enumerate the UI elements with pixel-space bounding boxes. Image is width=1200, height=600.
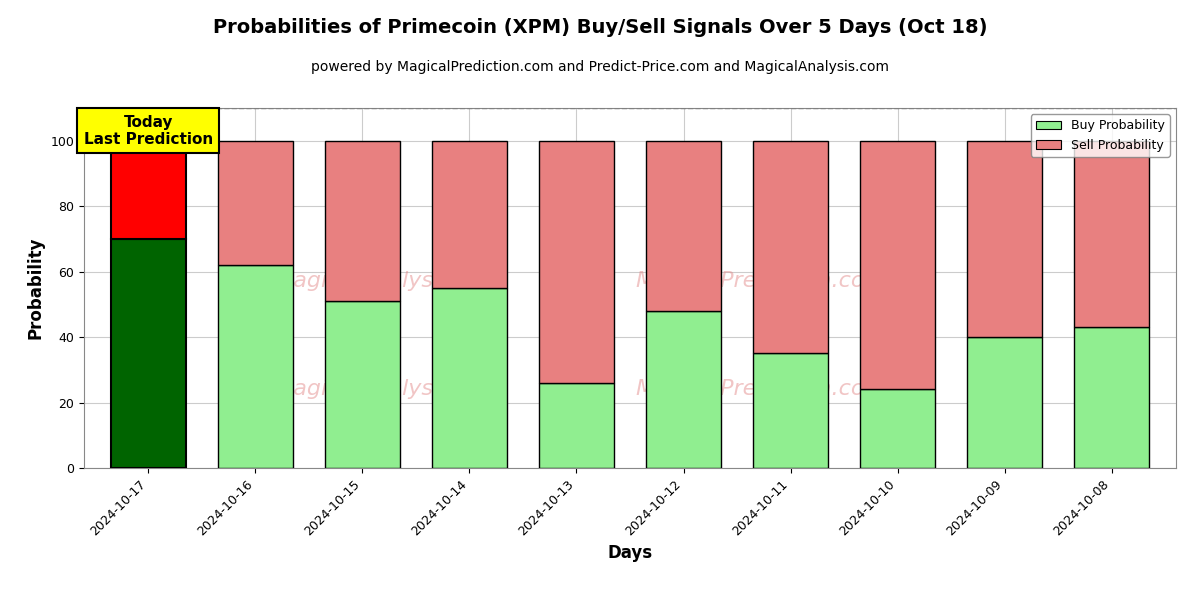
Bar — [754, 353, 828, 468]
Bar — [860, 389, 935, 468]
X-axis label: Days: Days — [607, 544, 653, 562]
Bar — [1074, 141, 1150, 327]
Bar — [646, 141, 721, 311]
Bar — [860, 141, 935, 389]
Text: MagicalAnalysis.com: MagicalAnalysis.com — [274, 379, 505, 399]
Text: MagicalPrediction.com: MagicalPrediction.com — [636, 379, 887, 399]
Bar — [967, 141, 1042, 337]
Text: MagicalPrediction.com: MagicalPrediction.com — [636, 271, 887, 291]
Bar — [646, 311, 721, 468]
Bar — [967, 337, 1042, 468]
Text: MagicalAnalysis.com: MagicalAnalysis.com — [274, 271, 505, 291]
Text: Today
Last Prediction: Today Last Prediction — [84, 115, 212, 147]
Bar — [110, 141, 186, 239]
Bar — [754, 141, 828, 353]
Text: powered by MagicalPrediction.com and Predict-Price.com and MagicalAnalysis.com: powered by MagicalPrediction.com and Pre… — [311, 60, 889, 74]
Text: Probabilities of Primecoin (XPM) Buy/Sell Signals Over 5 Days (Oct 18): Probabilities of Primecoin (XPM) Buy/Sel… — [212, 18, 988, 37]
Bar — [325, 301, 400, 468]
Bar — [325, 141, 400, 301]
Bar — [1074, 327, 1150, 468]
Legend: Buy Probability, Sell Probability: Buy Probability, Sell Probability — [1031, 114, 1170, 157]
Bar — [539, 141, 614, 383]
Bar — [539, 383, 614, 468]
Bar — [110, 239, 186, 468]
Bar — [432, 288, 506, 468]
Bar — [432, 141, 506, 288]
Bar — [218, 141, 293, 265]
Y-axis label: Probability: Probability — [26, 237, 44, 339]
Bar — [218, 265, 293, 468]
